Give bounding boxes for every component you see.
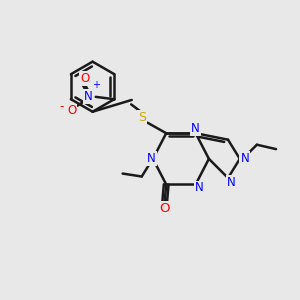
Text: O: O [160,202,170,215]
Text: N: N [226,176,235,189]
Text: -: - [59,100,64,113]
Text: N: N [191,122,200,135]
Text: N: N [195,182,203,194]
Text: N: N [84,90,93,103]
Text: +: + [92,80,100,90]
Text: S: S [138,111,146,124]
Text: O: O [80,72,89,85]
Text: N: N [240,152,249,165]
Text: O: O [67,104,76,118]
Text: N: N [147,152,156,165]
